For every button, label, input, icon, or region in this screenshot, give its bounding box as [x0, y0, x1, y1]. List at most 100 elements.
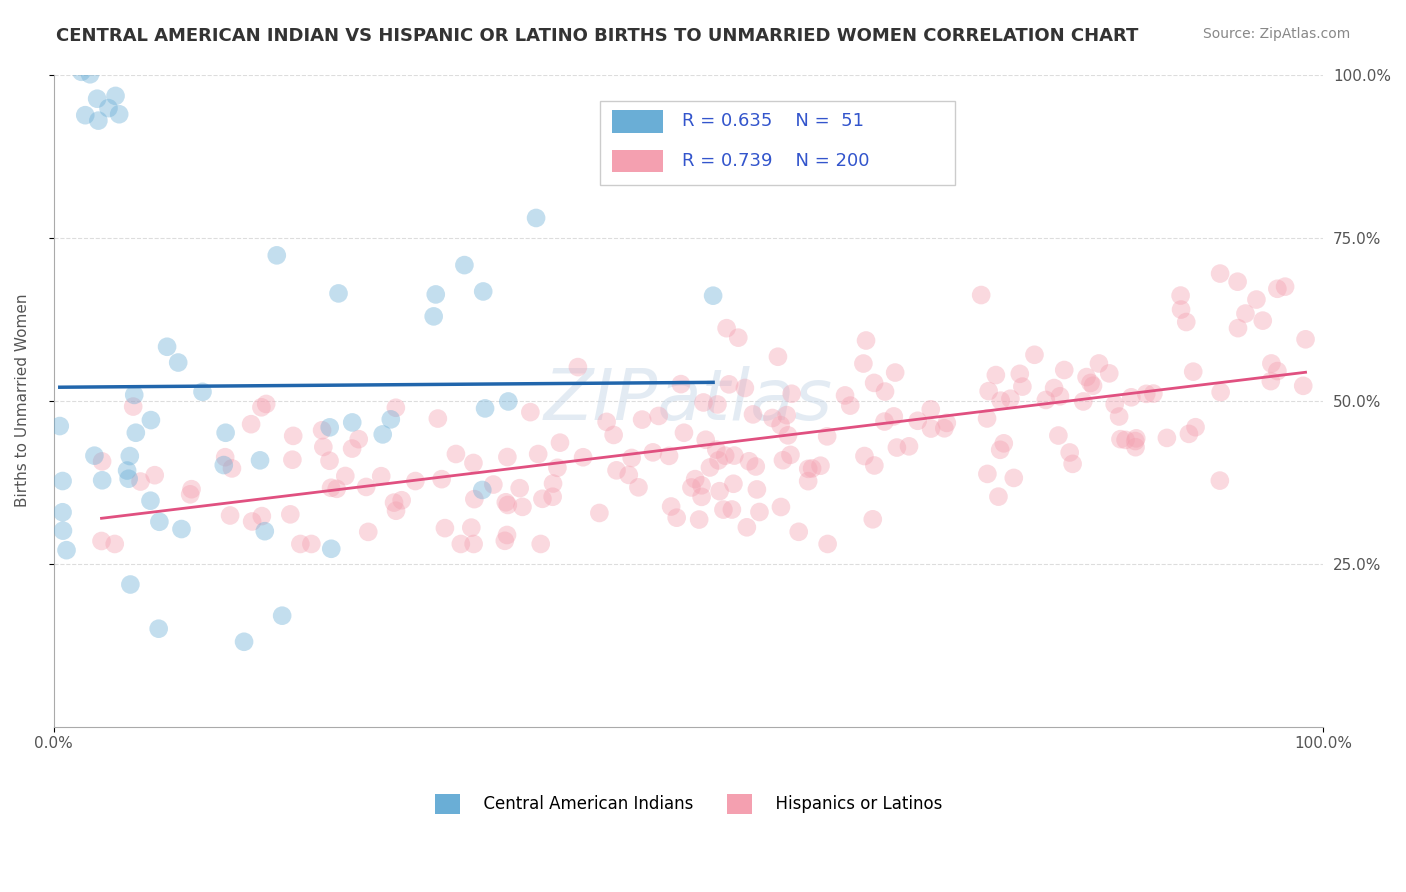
Point [453, 258, 475, 272]
Text: CENTRAL AMERICAN INDIAN VS HISPANIC OR LATINO BIRTHS TO UNMARRIED WOMEN CORRELAT: CENTRAL AMERICAN INDIAN VS HISPANIC OR L… [56, 27, 1139, 45]
Point [735, 520, 758, 534]
Point [776, 428, 799, 442]
Point [1125, 440, 1147, 454]
Point [990, 393, 1012, 408]
Point [1081, 378, 1104, 392]
Point [1071, 394, 1094, 409]
Point [734, 381, 756, 395]
Point [709, 484, 731, 499]
Point [1234, 306, 1257, 320]
Point [672, 425, 695, 440]
Point [496, 498, 519, 512]
Point [1246, 293, 1268, 307]
Point [179, 487, 201, 501]
Point [430, 472, 453, 486]
Point [463, 537, 485, 551]
Point [1024, 348, 1046, 362]
Point [647, 409, 669, 423]
Point [221, 461, 243, 475]
Point [766, 350, 789, 364]
Point [1062, 457, 1084, 471]
Point [86, 92, 108, 106]
Point [254, 397, 277, 411]
Point [723, 449, 745, 463]
Point [713, 502, 735, 516]
Point [240, 417, 263, 432]
Point [104, 89, 127, 103]
Point [474, 401, 496, 416]
Point [354, 480, 377, 494]
Point [494, 533, 516, 548]
Point [271, 608, 294, 623]
Point [325, 482, 347, 496]
Point [993, 436, 1015, 450]
Point [779, 448, 801, 462]
Point [787, 524, 810, 539]
Point [873, 384, 896, 399]
Point [920, 421, 942, 435]
Point [496, 528, 519, 542]
Point [769, 418, 792, 433]
Point [588, 506, 610, 520]
Point [498, 394, 520, 409]
Point [695, 433, 717, 447]
Text: Source: ZipAtlas.com: Source: ZipAtlas.com [1202, 27, 1350, 41]
Point [852, 357, 875, 371]
Point [371, 427, 394, 442]
Point [278, 508, 301, 522]
Point [976, 467, 998, 481]
Point [1088, 356, 1111, 370]
Point [524, 211, 547, 225]
Point [249, 453, 271, 467]
Point [1043, 381, 1066, 395]
Legend:   Central American Indians,   Hispanics or Latinos: Central American Indians, Hispanics or L… [427, 787, 949, 821]
Point [988, 442, 1011, 457]
Point [512, 500, 534, 514]
Point [706, 397, 728, 411]
Point [1178, 426, 1201, 441]
Point [863, 458, 886, 473]
Point [214, 425, 236, 440]
Point [463, 456, 485, 470]
Point [1175, 315, 1198, 329]
Point [1000, 392, 1022, 406]
Point [1227, 321, 1250, 335]
Point [1098, 367, 1121, 381]
Point [572, 450, 595, 465]
Point [776, 408, 799, 422]
Point [772, 453, 794, 467]
Point [541, 476, 564, 491]
Point [319, 481, 342, 495]
Point [1121, 390, 1143, 404]
Point [472, 285, 495, 299]
Point [727, 331, 749, 345]
Point [1123, 434, 1146, 448]
Point [920, 402, 942, 417]
Point [548, 435, 571, 450]
Point [1292, 379, 1315, 393]
Point [977, 384, 1000, 398]
Point [91, 454, 114, 468]
Point [90, 534, 112, 549]
Point [873, 415, 896, 429]
Point [311, 423, 333, 437]
Point [52, 474, 75, 488]
Point [718, 377, 741, 392]
Point [690, 478, 713, 492]
Point [617, 467, 640, 482]
Point [699, 460, 721, 475]
Point [253, 524, 276, 539]
Point [49, 419, 72, 434]
Point [745, 459, 768, 474]
Point [723, 476, 745, 491]
Point [530, 537, 553, 551]
Point [385, 401, 408, 415]
Point [704, 442, 727, 457]
Point [801, 461, 824, 475]
Point [433, 521, 456, 535]
Y-axis label: Births to Unmarried Women: Births to Unmarried Women [15, 293, 30, 508]
Point [627, 480, 650, 494]
Point [426, 411, 449, 425]
Point [748, 505, 770, 519]
Point [815, 429, 838, 443]
